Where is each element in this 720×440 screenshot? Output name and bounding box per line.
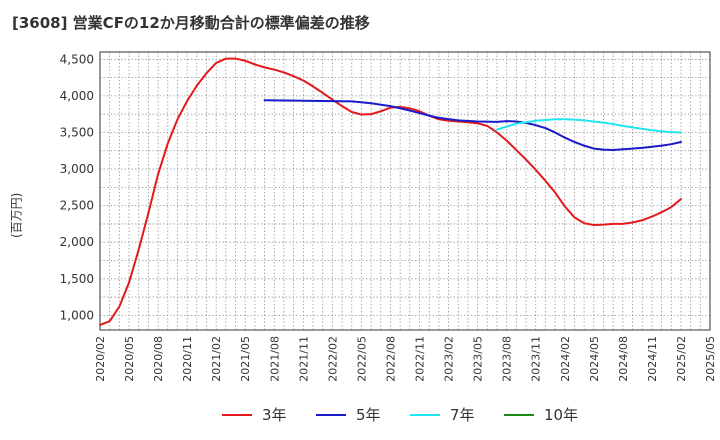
x-tick-label: 2023/02 bbox=[443, 336, 456, 382]
chart-title: [3608] 営業CFの12か月移動合計の標準偏差の推移 bbox=[12, 14, 370, 32]
legend-item-7y: 7年 bbox=[410, 404, 475, 425]
x-tick-label: 2025/02 bbox=[675, 336, 688, 382]
legend-label-10y: 10年 bbox=[544, 406, 579, 424]
x-tick-label: 2020/02 bbox=[94, 336, 107, 382]
axis-layer bbox=[99, 51, 711, 331]
legend-item-10y: 10年 bbox=[504, 404, 578, 425]
series-line-2 bbox=[495, 118, 682, 134]
x-tick-label: 2023/11 bbox=[530, 336, 543, 382]
legend-label-3y: 3年 bbox=[262, 406, 287, 424]
x-tick-label: 2021/05 bbox=[239, 336, 252, 382]
x-tick-label: 2022/08 bbox=[384, 336, 397, 382]
y-tick-label: 1,000 bbox=[60, 308, 94, 322]
legend-item-5y: 5年 bbox=[316, 404, 381, 425]
y-tick-label: 4,000 bbox=[60, 89, 94, 103]
x-tick-label: 2022/11 bbox=[414, 336, 427, 382]
x-tick-label: 2025/05 bbox=[704, 336, 717, 382]
x-tick-label: 2022/05 bbox=[355, 336, 368, 382]
x-tick-label: 2024/08 bbox=[617, 336, 630, 382]
y-tick-label: 2,500 bbox=[60, 199, 94, 213]
x-tick-label: 2021/11 bbox=[297, 336, 310, 382]
x-tick-label: 2020/11 bbox=[181, 336, 194, 382]
chart-plot: 1,000 1,500 2,000 2,500 3,000 3,500 4,000 4,500… bbox=[60, 51, 717, 382]
y-tick-label: 1,500 bbox=[60, 272, 94, 286]
grid-layer bbox=[99, 52, 711, 330]
x-tick-label: 2024/02 bbox=[559, 336, 572, 382]
x-tick-label: 2022/02 bbox=[326, 336, 339, 382]
legend-label-5y: 5年 bbox=[356, 406, 381, 424]
tick-label-layer: 1,000 1,500 2,000 2,500 3,000 3,500 4,000 4,500… bbox=[60, 52, 717, 381]
legend-swatch-5y bbox=[316, 413, 346, 416]
legend-swatch-7y bbox=[410, 413, 440, 416]
x-tick-label: 2024/05 bbox=[588, 336, 601, 382]
y-tick-label: 2,000 bbox=[60, 235, 94, 249]
x-tick-label: 2020/05 bbox=[123, 336, 136, 382]
x-tick-label: 2023/05 bbox=[472, 336, 485, 382]
x-tick-label: 2020/08 bbox=[152, 336, 165, 382]
y-tick-label: 3,000 bbox=[60, 162, 94, 176]
series-layer bbox=[99, 57, 682, 326]
x-tick-label: 2024/11 bbox=[646, 336, 659, 382]
legend-item-3y: 3年 bbox=[222, 404, 287, 425]
x-tick-label: 2021/08 bbox=[268, 336, 281, 382]
y-tick-label: 3,500 bbox=[60, 125, 94, 139]
x-tick-label: 2021/02 bbox=[210, 336, 223, 382]
series-line-1 bbox=[263, 99, 682, 152]
legend: 3年 5年 7年 10年 bbox=[0, 404, 720, 426]
legend-swatch-3y bbox=[222, 413, 252, 416]
series-line-0 bbox=[99, 57, 682, 326]
y-tick-label: 4,500 bbox=[60, 52, 94, 66]
plot-frame bbox=[99, 51, 711, 331]
legend-label-7y: 7年 bbox=[450, 406, 475, 424]
x-tick-label: 2023/08 bbox=[501, 336, 514, 382]
legend-swatch-10y bbox=[504, 413, 534, 416]
